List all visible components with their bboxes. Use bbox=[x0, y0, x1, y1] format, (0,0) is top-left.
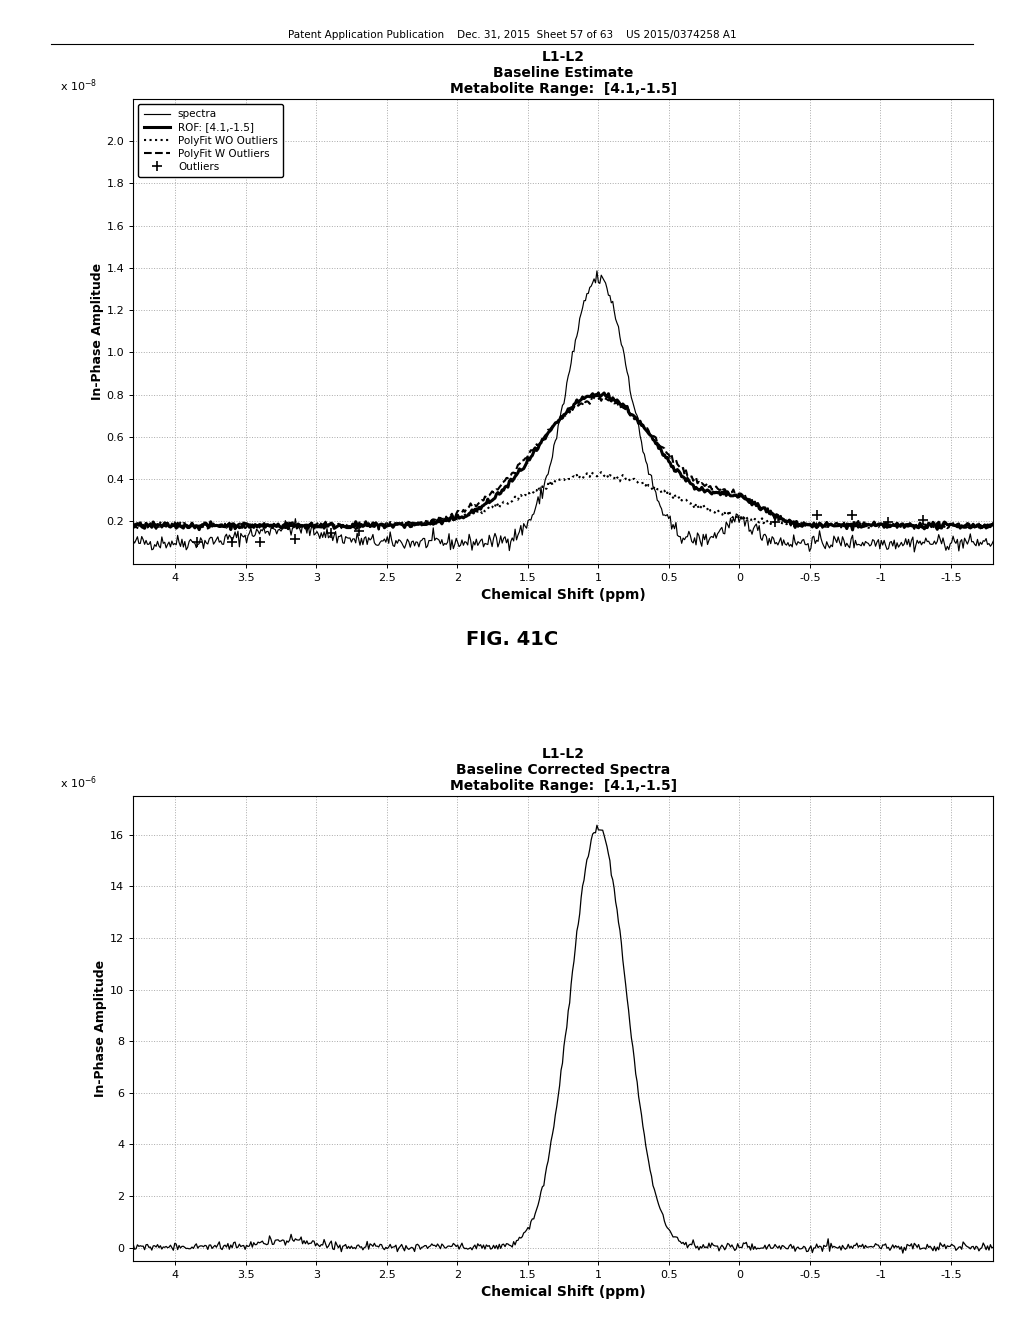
Outliers bbox=[880, 511, 896, 532]
PolyFit WO Outliers bbox=[635, 475, 647, 491]
spectra bbox=[348, 531, 360, 546]
Text: Patent Application Publication    Dec. 31, 2015  Sheet 57 of 63    US 2015/03742: Patent Application Publication Dec. 31, … bbox=[288, 30, 736, 41]
ROF: [4.1,-1.5]: (1, 0.808): [4.1,-1.5]: (1, 0.808) bbox=[592, 385, 604, 401]
PolyFit W Outliers bbox=[987, 517, 999, 533]
ROF: [4.1,-1.5]: (-1.8, 0.19): [4.1,-1.5]: (-1.8, 0.19) bbox=[987, 516, 999, 532]
X-axis label: Chemical Shift (ppm): Chemical Shift (ppm) bbox=[481, 1286, 645, 1299]
PolyFit W Outliers bbox=[280, 520, 292, 536]
spectra bbox=[280, 512, 292, 528]
PolyFit W Outliers bbox=[705, 478, 717, 494]
Outliers bbox=[914, 510, 931, 531]
PolyFit W Outliers bbox=[517, 453, 529, 469]
Title: L1-L2
Baseline Estimate
Metabolite Range:  [4.1,-1.5]: L1-L2 Baseline Estimate Metabolite Range… bbox=[450, 50, 677, 96]
Y-axis label: In-Phase Amplitude: In-Phase Amplitude bbox=[94, 960, 108, 1097]
Outliers bbox=[287, 528, 303, 549]
PolyFit WO Outliers bbox=[595, 465, 607, 480]
PolyFit WO Outliers bbox=[776, 515, 788, 531]
Outliers bbox=[252, 531, 268, 552]
Text: FIG. 41C: FIG. 41C bbox=[466, 630, 558, 648]
spectra bbox=[635, 434, 647, 450]
ROF: [4.1,-1.5]: (-0.802, 0.16): [4.1,-1.5]: (-0.802, 0.16) bbox=[847, 521, 859, 537]
ROF: [4.1,-1.5]: (0.695, 0.656): [4.1,-1.5]: (0.695, 0.656) bbox=[635, 417, 647, 433]
Text: x 10$^{-6}$: x 10$^{-6}$ bbox=[60, 775, 97, 791]
Outliers bbox=[844, 506, 860, 527]
Outliers bbox=[188, 532, 205, 553]
Outliers bbox=[809, 504, 825, 525]
PolyFit W Outliers bbox=[127, 515, 139, 531]
Text: x 10$^{-8}$: x 10$^{-8}$ bbox=[60, 78, 97, 94]
X-axis label: Chemical Shift (ppm): Chemical Shift (ppm) bbox=[481, 589, 645, 602]
Outliers bbox=[350, 520, 367, 541]
PolyFit WO Outliers bbox=[987, 517, 999, 533]
ROF: [4.1,-1.5]: (0.216, 0.344): [4.1,-1.5]: (0.216, 0.344) bbox=[702, 483, 715, 499]
PolyFit WO Outliers bbox=[516, 488, 528, 504]
PolyFit WO Outliers bbox=[348, 519, 360, 535]
spectra bbox=[516, 527, 528, 543]
ROF: [4.1,-1.5]: (-0.303, 0.213): [4.1,-1.5]: (-0.303, 0.213) bbox=[776, 511, 788, 527]
PolyFit WO Outliers bbox=[280, 517, 292, 533]
Y-axis label: In-Phase Amplitude: In-Phase Amplitude bbox=[90, 263, 103, 400]
spectra bbox=[702, 532, 715, 548]
PolyFit WO Outliers bbox=[916, 521, 929, 537]
Outliers bbox=[223, 532, 240, 553]
ROF: [4.1,-1.5]: (4.3, 0.185): [4.1,-1.5]: (4.3, 0.185) bbox=[127, 516, 139, 532]
PolyFit W Outliers bbox=[637, 418, 649, 434]
PolyFit W Outliers bbox=[777, 511, 790, 527]
ROF: [4.1,-1.5]: (1.54, 0.446): [4.1,-1.5]: (1.54, 0.446) bbox=[516, 462, 528, 478]
ROF: [4.1,-1.5]: (3.22, 0.171): [4.1,-1.5]: (3.22, 0.171) bbox=[280, 520, 292, 536]
spectra bbox=[908, 544, 921, 560]
Line: spectra: spectra bbox=[133, 271, 993, 552]
Legend: spectra, ROF: [4.1,-1.5], PolyFit WO Outliers, PolyFit W Outliers, Outliers: spectra, ROF: [4.1,-1.5], PolyFit WO Out… bbox=[138, 104, 283, 177]
PolyFit WO Outliers bbox=[702, 499, 715, 515]
ROF: [4.1,-1.5]: (2.73, 0.173): [4.1,-1.5]: (2.73, 0.173) bbox=[348, 519, 360, 535]
PolyFit WO Outliers bbox=[127, 517, 139, 533]
PolyFit W Outliers bbox=[587, 388, 599, 404]
Outliers bbox=[767, 511, 783, 532]
Line: PolyFit WO Outliers: PolyFit WO Outliers bbox=[133, 473, 993, 529]
Line: ROF: [4.1,-1.5]: ROF: [4.1,-1.5] bbox=[133, 393, 993, 529]
spectra bbox=[776, 537, 788, 553]
Outliers bbox=[323, 523, 339, 544]
Line: PolyFit W Outliers: PolyFit W Outliers bbox=[133, 396, 993, 529]
PolyFit W Outliers bbox=[373, 521, 385, 537]
spectra bbox=[127, 533, 139, 549]
spectra bbox=[987, 533, 999, 549]
spectra bbox=[591, 263, 603, 279]
PolyFit W Outliers bbox=[348, 519, 360, 535]
Title: L1-L2
Baseline Corrected Spectra
Metabolite Range:  [4.1,-1.5]: L1-L2 Baseline Corrected Spectra Metabol… bbox=[450, 747, 677, 793]
